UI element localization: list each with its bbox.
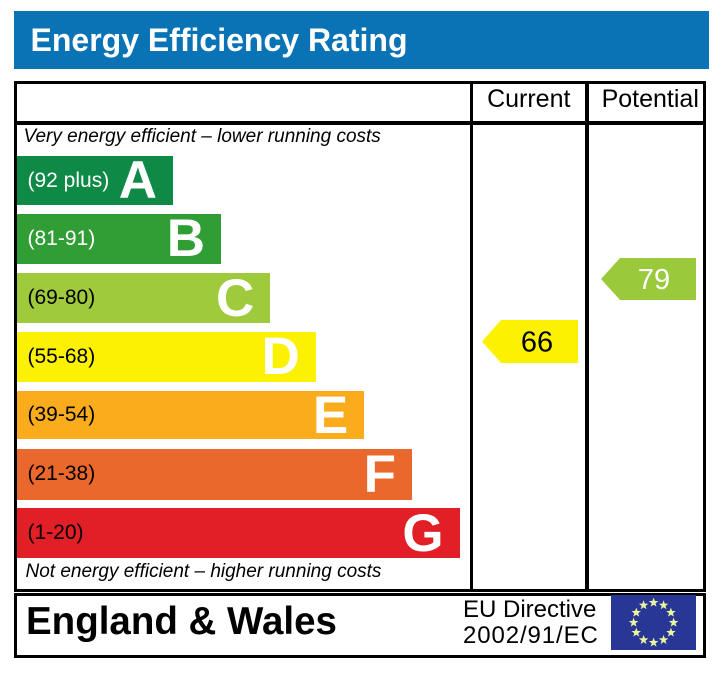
svg-text:66: 66 (521, 327, 553, 359)
svg-text:79: 79 (638, 264, 670, 296)
